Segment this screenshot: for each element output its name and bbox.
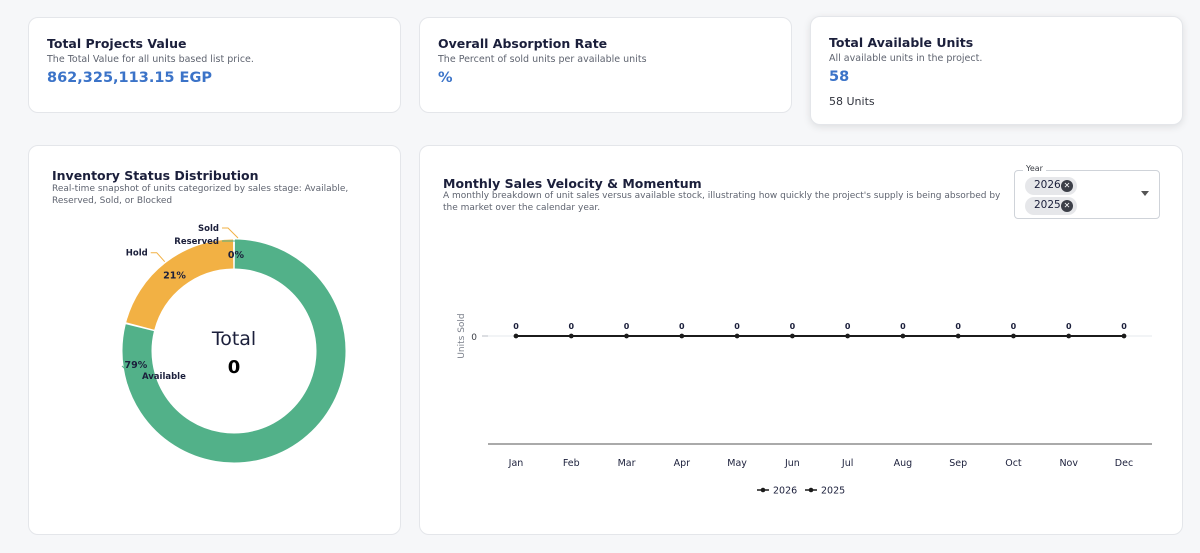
close-icon[interactable]: ✕ — [1061, 180, 1073, 192]
callout-line — [222, 227, 239, 239]
data-point-2025 — [734, 333, 740, 339]
kpi-value: 862,325,113.15 EGP — [47, 70, 212, 86]
data-point-2025 — [845, 333, 850, 339]
kpi-card-total-value: Total Projects Value The Total Value for… — [28, 17, 401, 113]
donut-label-hold: Hold — [126, 249, 148, 259]
x-tick-label-feb: Feb — [563, 458, 580, 469]
inventory-donut-chart: 79%Available 21% Hold 0% Sold Reserved Total 0 — [121, 224, 346, 463]
inventory-title: Inventory Status Distribution — [52, 168, 259, 183]
x-tick-label-jul: Jul — [841, 458, 853, 469]
kpi-value: 58 — [829, 69, 850, 85]
data-label: 0 — [624, 322, 630, 331]
velocity-subtitle-line1: A monthly breakdown of unit sales versus… — [443, 191, 1001, 201]
data-point-2025 — [790, 333, 795, 339]
donut-label-sold: Sold — [198, 224, 219, 234]
inventory-subtitle-line2: Reserved, Sold, or Blocked — [52, 196, 173, 206]
kpi-card-available-units: Total Available Units All available unit… — [810, 16, 1183, 125]
data-point-2025 — [513, 333, 519, 339]
x-tick-label-sep: Sep — [949, 458, 967, 469]
legend-item-2025[interactable]: 2025 — [805, 486, 845, 497]
x-tick-label-nov: Nov — [1059, 458, 1078, 469]
x-tick-label-may: May — [727, 458, 747, 469]
data-point-2025 — [1121, 333, 1127, 339]
donut-center-value: 0 — [228, 357, 241, 378]
data-label: 0 — [955, 322, 961, 331]
kpi-subtitle: All available units in the project. — [829, 53, 983, 64]
x-tick-label-jan: Jan — [508, 458, 524, 469]
kpi-title: Total Available Units — [829, 35, 974, 50]
data-label: 0 — [679, 322, 685, 331]
velocity-title: Monthly Sales Velocity & Momentum — [443, 176, 702, 191]
kpi-card-absorption: Overall Absorption Rate The Percent of s… — [419, 17, 792, 113]
legend-item-2026[interactable]: 2026 — [757, 486, 797, 497]
year-chip-label: 2026 — [1034, 179, 1061, 191]
velocity-subtitle-line2: the market over the calendar year. — [443, 203, 601, 213]
x-tick-label-aug: Aug — [894, 458, 913, 469]
kpi-title: Total Projects Value — [47, 36, 187, 51]
sales-velocity-line-chart: Units Sold 0 Jan Feb Mar Apr May Jun Jul Aug Sep Oc… — [457, 313, 1152, 497]
y-axis-label: Units Sold — [457, 313, 467, 358]
callout-line — [121, 365, 138, 377]
donut-center-label: Total — [211, 328, 256, 350]
donut-percent-sold: 0% — [228, 250, 245, 261]
x-tick-label-oct: Oct — [1005, 458, 1022, 469]
donut-percent-hold: 21% — [163, 270, 186, 281]
data-point-2025 — [1066, 333, 1072, 339]
year-filter-select[interactable]: Year 2026 ✕ 2025 ✕ — [1014, 164, 1160, 219]
data-label: 0 — [1066, 322, 1072, 331]
data-point-2025 — [900, 333, 906, 339]
data-label: 0 — [1011, 322, 1017, 331]
inventory-subtitle-line1: Real-time snapshot of units categorized … — [52, 184, 349, 194]
donut-segment-available — [122, 239, 346, 463]
data-label: 0 — [513, 322, 519, 331]
donut-label-reserved: Reserved — [174, 237, 219, 247]
data-label: 0 — [790, 322, 796, 331]
data-label: 0 — [900, 322, 906, 331]
legend-label-2025: 2025 — [821, 486, 845, 497]
data-point-2025 — [568, 333, 574, 339]
inventory-status-card: Inventory Status Distribution Real-time … — [28, 145, 401, 535]
donut-percent-available: 79% — [124, 360, 147, 371]
chevron-down-icon[interactable] — [1141, 191, 1149, 196]
y-tick-label: 0 — [471, 333, 477, 343]
legend-label-2026: 2026 — [773, 486, 797, 497]
data-point-2025 — [624, 333, 629, 339]
kpi-title: Overall Absorption Rate — [438, 36, 608, 51]
data-point-2025 — [955, 333, 961, 339]
x-tick-label-jun: Jun — [784, 458, 800, 469]
sales-velocity-card: Monthly Sales Velocity & Momentum A mont… — [419, 145, 1183, 535]
close-icon[interactable]: ✕ — [1061, 200, 1073, 212]
year-chip[interactable]: 2026 ✕ — [1025, 177, 1077, 195]
x-tick-label-mar: Mar — [618, 458, 636, 469]
kpi-subtitle: The Total Value for all units based list… — [47, 54, 254, 65]
callout-line — [150, 252, 166, 263]
x-tick-label-dec: Dec — [1115, 458, 1133, 469]
kpi-extra: 58 Units — [829, 95, 875, 108]
year-filter-label: Year — [1023, 164, 1046, 173]
year-chip[interactable]: 2025 ✕ — [1025, 197, 1077, 215]
legend-marker — [808, 487, 814, 493]
donut-segment-hold — [126, 239, 234, 331]
data-point-2025 — [1011, 333, 1016, 339]
year-chip-label: 2025 — [1034, 199, 1061, 211]
legend-marker — [760, 487, 766, 493]
data-label: 0 — [845, 322, 851, 331]
donut-label-available: Available — [142, 372, 186, 382]
kpi-subtitle: The Percent of sold units per available … — [438, 54, 647, 65]
x-tick-label-apr: Apr — [674, 458, 691, 469]
data-label: 0 — [568, 322, 574, 331]
data-label: 0 — [734, 322, 740, 331]
data-point-2025 — [679, 333, 685, 339]
kpi-value: % — [438, 70, 453, 86]
data-label: 0 — [1121, 322, 1127, 331]
